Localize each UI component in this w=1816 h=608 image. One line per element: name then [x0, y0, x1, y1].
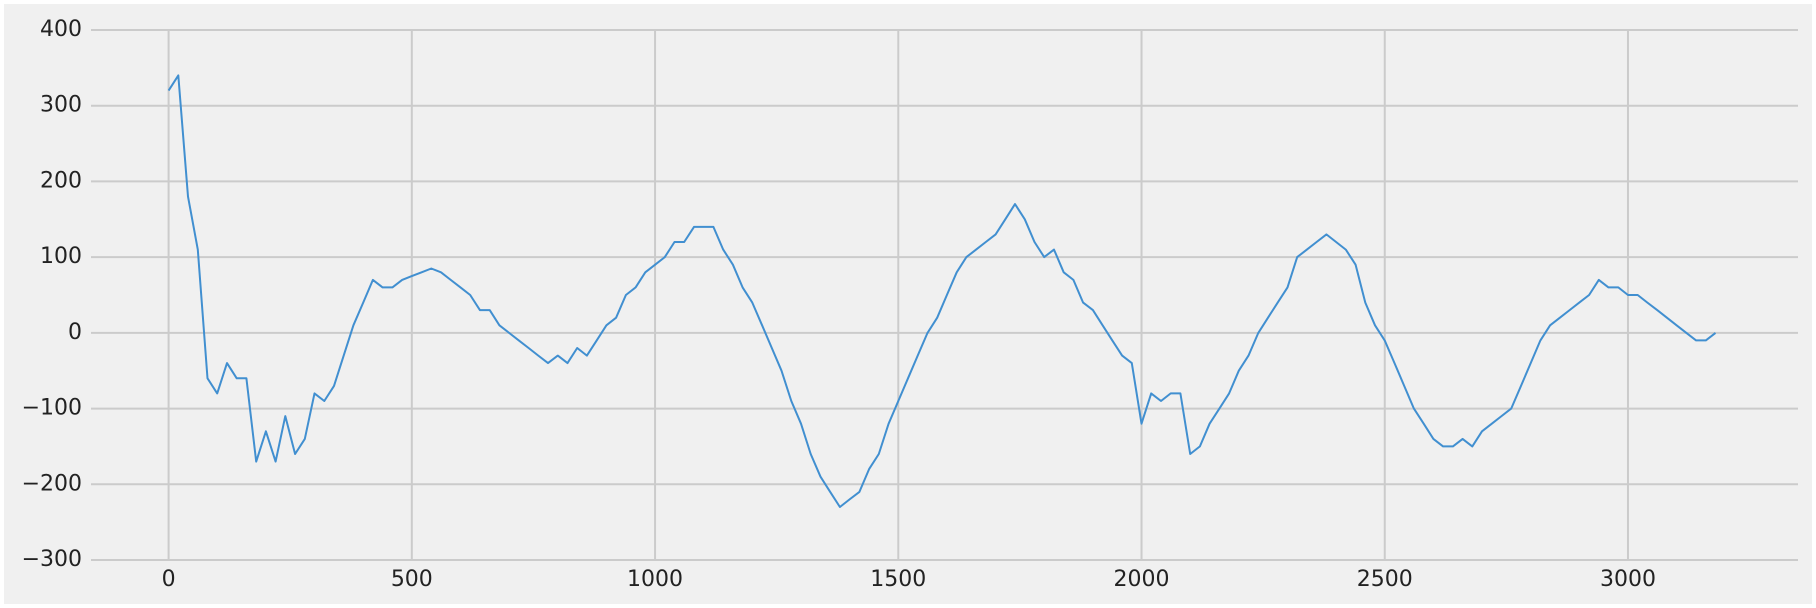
y-tick-label: −100 [22, 396, 82, 421]
y-tick-label: 200 [40, 168, 82, 193]
y-tick-label: 300 [40, 93, 82, 118]
data-line [167, 74, 1717, 508]
x-tick-label: 500 [391, 567, 433, 592]
y-tick-label: 100 [40, 244, 82, 269]
x-tick-label: 2500 [1357, 567, 1413, 592]
y-tick-label: 0 [68, 320, 82, 345]
background [4, 4, 1812, 604]
y-tick-label: −300 [22, 547, 82, 572]
x-tick-label: 0 [162, 567, 176, 592]
x-tick-label: 3000 [1600, 567, 1656, 592]
x-tick-label: 1500 [870, 567, 926, 592]
y-tick-label: 400 [40, 17, 82, 42]
x-tick-label: 2000 [1114, 567, 1170, 592]
y-tick-label: −200 [22, 471, 82, 496]
x-tick-label: 1000 [627, 567, 683, 592]
